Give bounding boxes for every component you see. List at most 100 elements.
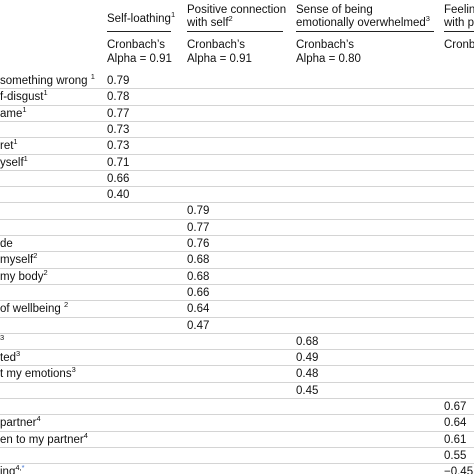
row-label-text: of wellbeing (0, 303, 64, 315)
row-label-superscript: 2 (43, 268, 48, 277)
cronbach-alpha-line: Alpha = 0.91 (187, 53, 252, 65)
column-header-rule (444, 31, 474, 32)
row-divider (0, 447, 474, 448)
loading-value: 0.47 (187, 320, 210, 332)
row-divider (0, 170, 474, 171)
column-header-rule (296, 31, 434, 32)
cronbach-alpha-line: Cronbach’s (187, 39, 245, 51)
column-header-superscript: 2 (228, 14, 233, 23)
row-label: 3 (0, 334, 4, 350)
row-label-superscript: 3 (16, 349, 21, 358)
row-label: myself2 (0, 252, 37, 268)
row-label: ret1 (0, 138, 18, 154)
column-header-superscript: 1 (170, 10, 176, 19)
row-divider (0, 154, 474, 155)
loading-value: 0.61 (444, 434, 467, 446)
loading-value: 0.78 (107, 91, 130, 103)
row-label: yself1 (0, 155, 28, 171)
loading-value: 0.73 (107, 124, 130, 136)
row-label: ted3 (0, 350, 20, 366)
row-label-text: partner (0, 417, 37, 429)
row-label-text: de (0, 238, 13, 250)
column-header-rule (187, 31, 283, 32)
row-label-text: myself (0, 254, 34, 266)
column-header-line: Sense of being (296, 4, 373, 16)
row-label-superscript: 2 (63, 300, 69, 309)
loading-value: 0.64 (444, 417, 467, 429)
row-divider (0, 431, 474, 432)
loading-value: 0.79 (187, 205, 210, 217)
row-label-text: something wrong (0, 75, 91, 87)
row-label-superscript: 4 (36, 414, 41, 423)
loading-value: 0.66 (107, 173, 130, 185)
loading-value: 0.67 (444, 401, 467, 413)
row-divider (0, 414, 474, 415)
loading-value: 0.48 (296, 368, 319, 380)
loading-value: 0.68 (187, 271, 210, 283)
row-label-superscript: 4,* (15, 463, 25, 472)
loading-value: 0.77 (107, 108, 130, 120)
row-label-text: ted (0, 352, 16, 364)
row-label-text: my body (0, 271, 44, 283)
row-divider (0, 105, 474, 106)
loading-value: 0.73 (107, 140, 130, 152)
cronbach-alpha-line: Cronbach’s (296, 39, 354, 51)
cronbach-alpha-line: Alpha = 0.91 (107, 53, 172, 65)
loading-value: 0.71 (107, 157, 130, 169)
row-label-superscript: 1 (13, 137, 18, 146)
row-divider (0, 137, 474, 138)
row-divider (0, 300, 474, 301)
row-label: partner4 (0, 415, 41, 431)
loading-value: 0.55 (444, 450, 467, 462)
loading-value: 0.68 (296, 336, 319, 348)
row-label-superscript: 1 (22, 105, 27, 114)
asterisk-marker: * (21, 463, 25, 472)
row-divider (0, 398, 474, 399)
row-label: de (0, 236, 13, 252)
loading-value: 0.64 (187, 303, 210, 315)
row-label-superscript: 4 (83, 431, 88, 440)
loading-value: 0.45 (296, 385, 319, 397)
column-header-line: Self-loathing1 (107, 10, 176, 25)
row-label-text: ame (0, 108, 23, 120)
row-divider (0, 317, 474, 318)
column-header-line: Feelin (444, 4, 474, 16)
loading-value: −0.45 (444, 466, 474, 474)
row-label-superscript: 2 (33, 251, 38, 260)
row-label: t my emotions3 (0, 366, 76, 382)
row-divider (0, 251, 474, 252)
column-header-line: Positive connection (187, 4, 287, 16)
loading-value: 0.49 (296, 352, 319, 364)
column-header-superscript: 3 (425, 14, 430, 23)
row-label: something wrong 1 (0, 73, 95, 89)
column-header-line: with pa (444, 17, 474, 29)
row-divider (0, 463, 474, 464)
row-label-text: ing (0, 466, 16, 474)
row-label-text: f-disgust (0, 91, 44, 103)
column-header-line: with self2 (187, 14, 233, 29)
row-label-superscript: 1 (90, 72, 95, 81)
row-divider (0, 186, 474, 187)
loading-value: 0.77 (187, 222, 210, 234)
cronbach-alpha-line: Cronbac (444, 39, 474, 51)
row-label-superscript: 1 (43, 88, 48, 97)
row-divider (0, 202, 474, 203)
loading-value: 0.40 (107, 189, 130, 201)
row-divider (0, 333, 474, 334)
row-divider (0, 349, 474, 350)
loading-value: 0.66 (187, 287, 210, 299)
row-divider (0, 382, 474, 383)
row-divider (0, 235, 474, 236)
row-divider (0, 268, 474, 269)
row-label-text: t my emotions (0, 368, 72, 380)
row-label: f-disgust1 (0, 89, 48, 105)
row-label: ame1 (0, 106, 27, 122)
row-label-superscript: 3 (0, 333, 5, 342)
row-divider (0, 219, 474, 220)
row-label-superscript: 3 (71, 365, 76, 374)
cronbach-alpha-line: Cronbach’s (107, 39, 165, 51)
loading-value: 0.79 (107, 75, 130, 87)
loading-value: 0.76 (187, 238, 210, 250)
row-label: of wellbeing 2 (0, 301, 68, 317)
